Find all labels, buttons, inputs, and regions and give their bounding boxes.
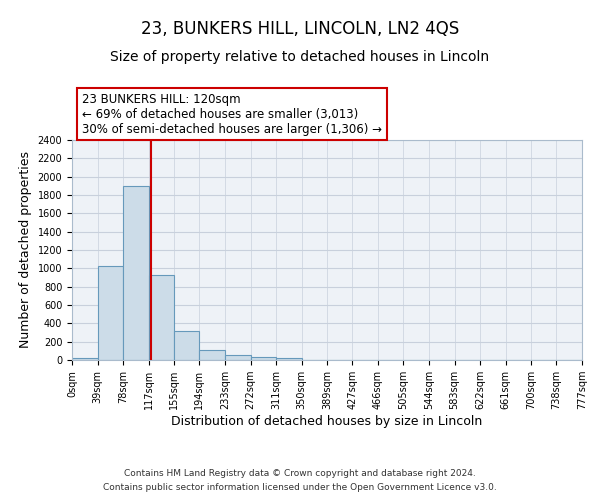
Bar (225, 356, 251, 360)
Text: 23 BUNKERS HILL: 120sqm
← 69% of detached houses are smaller (3,013)
30% of semi: 23 BUNKERS HILL: 120sqm ← 69% of detache… (82, 92, 382, 136)
Bar (174, 330, 199, 360)
Bar (98, 266, 123, 360)
Bar (276, 358, 302, 360)
Text: Contains public sector information licensed under the Open Government Licence v3: Contains public sector information licen… (103, 484, 497, 492)
Text: Size of property relative to detached houses in Lincoln: Size of property relative to detached ho… (110, 50, 490, 64)
X-axis label: Distribution of detached houses by size in Lincoln: Distribution of detached houses by size … (172, 415, 482, 428)
Bar (251, 357, 276, 360)
Bar (149, 275, 174, 360)
Text: 23, BUNKERS HILL, LINCOLN, LN2 4QS: 23, BUNKERS HILL, LINCOLN, LN2 4QS (141, 20, 459, 38)
Text: Contains HM Land Registry data © Crown copyright and database right 2024.: Contains HM Land Registry data © Crown c… (124, 468, 476, 477)
Bar (199, 350, 225, 360)
Bar (123, 186, 149, 360)
Y-axis label: Number of detached properties: Number of detached properties (19, 152, 32, 348)
Bar (72, 358, 98, 360)
